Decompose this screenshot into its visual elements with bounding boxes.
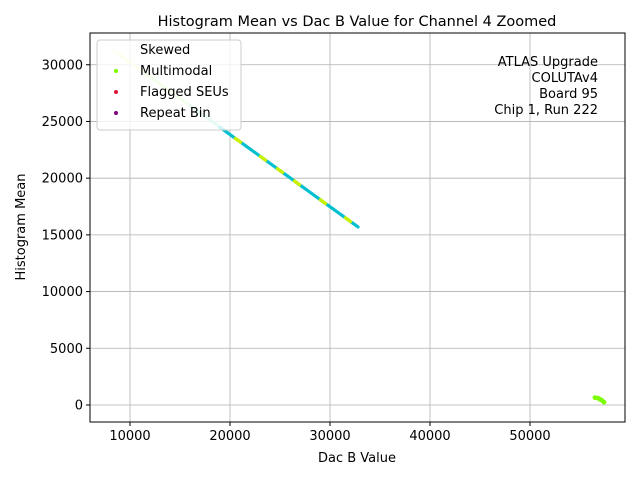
x-tick-label: 30000 bbox=[309, 429, 350, 444]
y-tick-label: 0 bbox=[75, 398, 83, 413]
data-point bbox=[601, 399, 607, 405]
grid-layer bbox=[90, 33, 625, 422]
y-tick-label: 30000 bbox=[42, 58, 83, 73]
legend-entry-label: Flagged SEUs bbox=[140, 85, 229, 100]
legend-entry-label: Multimodal bbox=[140, 64, 212, 79]
y-tick-label: 15000 bbox=[42, 228, 83, 243]
data-point-highlight bbox=[258, 154, 268, 162]
data-point-highlight bbox=[343, 216, 353, 224]
legend-entry-label: Skewed bbox=[140, 43, 190, 58]
chart-title: Histogram Mean vs Dac B Value for Channe… bbox=[158, 14, 557, 30]
legend-marker bbox=[114, 90, 118, 94]
legend-box bbox=[96, 39, 242, 131]
x-tick-label: 20000 bbox=[209, 429, 250, 444]
legend-marker bbox=[114, 69, 118, 73]
legend: Skewed Multimodal Flagged SEUs Repeat Bin bbox=[96, 39, 242, 131]
y-tick-label: 5000 bbox=[50, 342, 83, 357]
annotation-line: Chip 1, Run 222 bbox=[494, 103, 598, 118]
ticks-layer: 10000 20000 30000 40000 50000 0 5000 10000 15000… bbox=[42, 58, 551, 444]
data-point-highlight bbox=[233, 136, 243, 144]
annotation-line: ATLAS Upgrade bbox=[498, 55, 598, 70]
plot-frame bbox=[89, 32, 626, 423]
legend-marker bbox=[114, 111, 118, 115]
y-axis-label: Histogram Mean bbox=[14, 174, 29, 281]
y-tick-label: 25000 bbox=[42, 115, 83, 130]
data-point-highlight bbox=[292, 179, 302, 187]
y-tick-label: 10000 bbox=[42, 285, 83, 300]
data-point-highlight bbox=[318, 198, 328, 206]
x-tick-label: 50000 bbox=[509, 429, 550, 444]
data-point-highlight bbox=[275, 167, 285, 175]
data-point-segment bbox=[218, 125, 360, 229]
annotation-line: Board 95 bbox=[539, 87, 598, 102]
x-tick-label: 10000 bbox=[109, 429, 150, 444]
x-tick-label: 40000 bbox=[409, 429, 450, 444]
annotation-line: COLUTAv4 bbox=[532, 71, 598, 86]
legend-entry-label: Repeat Bin bbox=[140, 106, 211, 121]
legend-marker bbox=[114, 48, 118, 52]
y-tick-label: 20000 bbox=[42, 172, 83, 187]
x-axis-label: Dac B Value bbox=[318, 451, 396, 466]
